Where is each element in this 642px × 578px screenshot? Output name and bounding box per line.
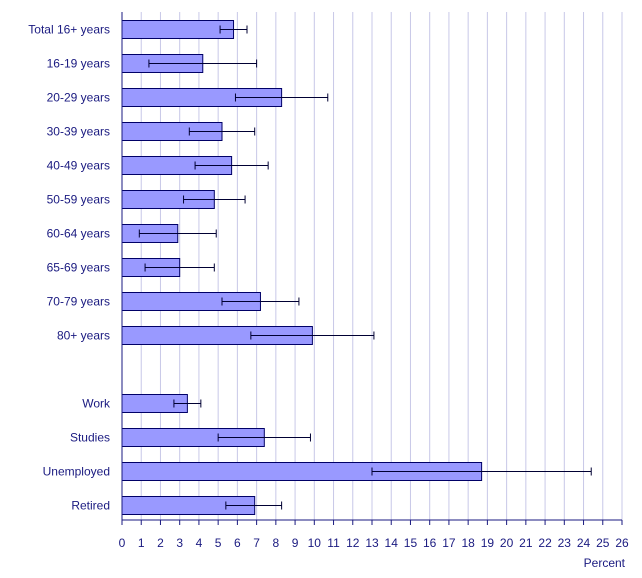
error-bar <box>138 229 217 238</box>
error-bar <box>234 93 329 102</box>
error-bar <box>219 25 248 34</box>
x-tick-label: 13 <box>365 536 379 550</box>
x-tick-label: 19 <box>481 536 495 550</box>
x-tick-label: 21 <box>519 536 533 550</box>
x-tick-label: 2 <box>157 536 164 550</box>
x-tick-label: 12 <box>346 536 360 550</box>
category-label: Retired <box>71 499 110 513</box>
x-tick-label: 10 <box>308 536 322 550</box>
x-tick-label: 22 <box>538 536 552 550</box>
x-tick-label: 6 <box>234 536 241 550</box>
error-bars <box>138 25 592 510</box>
x-tick-labels: 0 1 2 3 4 5 6 7 8 9 10 11 12 13 14 15 16 17 18 19 20 21 22 23 24… <box>119 536 629 550</box>
x-tick-label: 7 <box>253 536 260 550</box>
x-tick-label: 16 <box>423 536 437 550</box>
category-label: Total 16+ years <box>28 23 110 37</box>
x-tick-label: 3 <box>176 536 183 550</box>
error-bar <box>173 399 202 408</box>
x-tick-label: 20 <box>500 536 514 550</box>
category-label: 20-29 years <box>47 91 110 105</box>
category-label: Unemployed <box>43 465 110 479</box>
x-tick-label: 0 <box>119 536 126 550</box>
error-bar <box>221 297 300 306</box>
error-bar <box>225 501 283 510</box>
x-tick-label: 14 <box>385 536 399 550</box>
category-label: Work <box>82 397 111 411</box>
x-tick-label: 25 <box>596 536 610 550</box>
category-label: 70-79 years <box>47 295 110 309</box>
error-bar <box>183 195 246 204</box>
category-label: 30-39 years <box>47 125 110 139</box>
x-tick-label: 11 <box>327 536 340 550</box>
category-labels: Total 16+ years 16-19 years 20-29 years 30-… <box>28 23 111 513</box>
category-label: Studies <box>70 431 110 445</box>
x-tick-label: 24 <box>577 536 591 550</box>
error-bar <box>194 161 269 170</box>
bars <box>121 20 483 515</box>
category-label: 40-49 years <box>47 159 110 173</box>
error-bar <box>371 467 592 476</box>
x-tick-label: 23 <box>558 536 572 550</box>
category-label: 65-69 years <box>47 261 110 275</box>
x-axis-title: Percent <box>584 556 626 570</box>
category-label: 80+ years <box>57 329 110 343</box>
bar <box>121 20 235 39</box>
x-tick-label: 8 <box>273 536 280 550</box>
category-label: 16-19 years <box>47 57 110 71</box>
category-label: 50-59 years <box>47 193 110 207</box>
error-bar <box>148 59 258 68</box>
error-bar <box>144 263 215 272</box>
error-bar <box>188 127 256 136</box>
error-bar <box>217 433 311 442</box>
error-bar <box>250 331 375 340</box>
x-tick-label: 5 <box>215 536 222 550</box>
x-tick-label: 17 <box>442 536 456 550</box>
x-tick-label: 15 <box>404 536 418 550</box>
category-label: 60-64 years <box>47 227 110 241</box>
x-tick-label: 1 <box>138 536 145 550</box>
x-tick-label: 26 <box>615 536 629 550</box>
x-tick-label: 9 <box>292 536 299 550</box>
x-tick-label: 4 <box>196 536 203 550</box>
x-tick-label: 18 <box>461 536 475 550</box>
axes <box>121 12 623 525</box>
